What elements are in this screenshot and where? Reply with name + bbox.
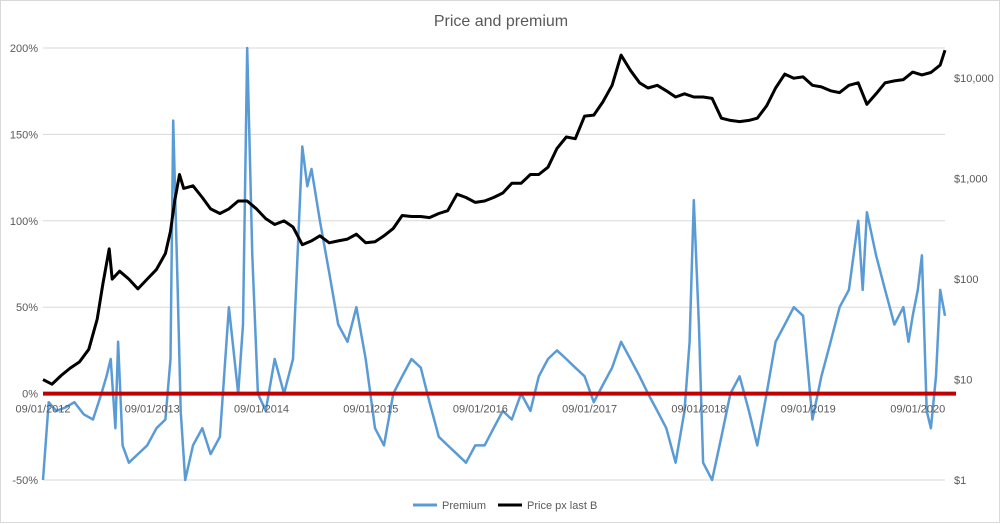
left-axis-tick-label: 200%: [10, 43, 38, 55]
x-axis-tick-label: 09/01/2020: [890, 404, 945, 416]
series-lines: [41, 46, 947, 482]
left-axis-tick-label: 100%: [10, 216, 38, 228]
x-axis-tick-label: 09/01/2012: [15, 404, 70, 416]
series-line-price-px-last-b: [42, 49, 947, 386]
legend: Premium Price px last B: [413, 500, 597, 512]
left-axis-tick-label: 0%: [22, 389, 38, 401]
x-axis-tick-label: 09/01/2017: [562, 404, 617, 416]
right-axis-tick-labels: $10,000 $1,000 $100 $10 $1: [954, 73, 994, 487]
right-axis-tick-label: $10,000: [954, 73, 994, 85]
chart-title: Price and premium: [434, 13, 568, 30]
left-axis-tick-label: -50%: [12, 475, 38, 487]
right-axis-tick-label: $1: [954, 475, 966, 487]
x-axis-tick-label: 09/01/2019: [781, 404, 836, 416]
series-line-premium: [41, 46, 947, 482]
legend-label: Premium: [442, 500, 486, 512]
x-axis-tick-label: 09/01/2018: [671, 404, 726, 416]
legend-label: Price px last B: [527, 500, 597, 512]
left-axis-tick-label: 150%: [10, 129, 38, 141]
right-axis-tick-label: $100: [954, 274, 978, 286]
x-axis-tick-label: 09/01/2015: [343, 404, 398, 416]
right-axis-tick-label: $10: [954, 375, 972, 387]
left-axis-tick-label: 50%: [16, 302, 38, 314]
x-axis-tick-label: 09/01/2013: [125, 404, 180, 416]
left-axis-tick-labels: 200% 150% 100% 50% 0% -50%: [10, 43, 38, 487]
right-axis-tick-label: $1,000: [954, 174, 988, 186]
x-axis-tick-label: 09/01/2014: [234, 404, 289, 416]
x-axis-tick-label: 09/01/2016: [453, 404, 508, 416]
x-axis-tick-labels: 09/01/2012 09/01/2013 09/01/2014 09/01/2015…: [15, 404, 945, 416]
